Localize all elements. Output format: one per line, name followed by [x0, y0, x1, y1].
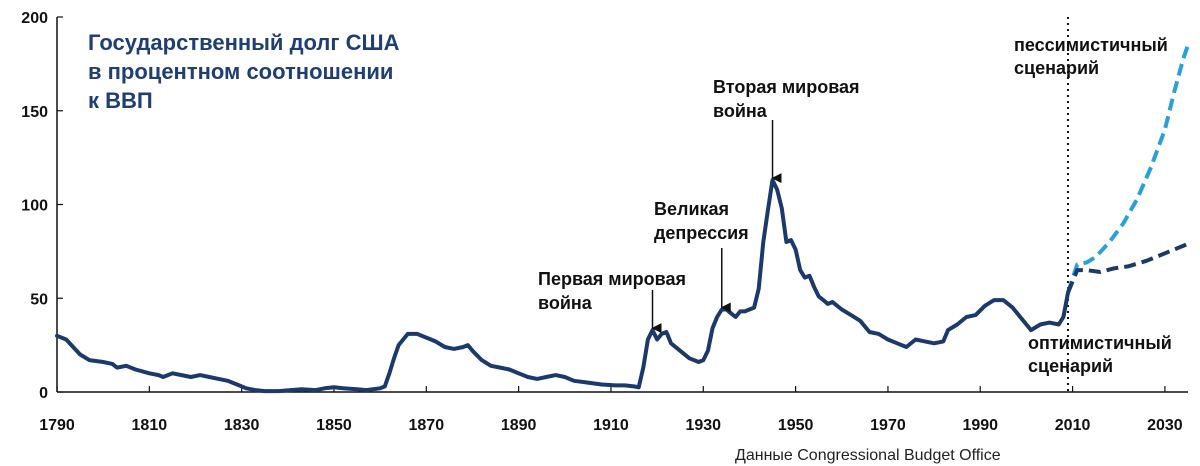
annotation-label: Великая: [654, 199, 729, 219]
annotation-label: Вторая мировая: [713, 77, 860, 97]
chart-title-line: в процентном соотношении: [88, 59, 393, 84]
y-tick-label: 150: [21, 104, 48, 121]
y-tick-label: 0: [39, 385, 48, 402]
x-tick-label: 1930: [685, 417, 721, 434]
x-tick-label: 1950: [778, 417, 814, 434]
x-tick-label: 1850: [316, 417, 352, 434]
series-line-1: [1066, 44, 1190, 294]
x-tick-label: 2010: [1055, 417, 1091, 434]
series-group: [55, 44, 1190, 394]
y-tick-label: 200: [21, 10, 48, 27]
optimistic-label: оптимистичный: [1028, 333, 1172, 353]
source-note: Данные Congressional Budget Office: [735, 447, 1001, 464]
x-tick-label: 1890: [501, 417, 537, 434]
chart-title-line: Государственный долг США: [88, 30, 400, 55]
x-tick-label: 1990: [962, 417, 998, 434]
x-tick-label: 1970: [870, 417, 906, 434]
series-line-2: [1066, 242, 1189, 294]
x-tick-label: 1790: [39, 417, 75, 434]
x-tick-label: 2030: [1147, 417, 1183, 434]
annotation-label: Первая мировая: [538, 269, 686, 289]
annotation-label: война: [538, 293, 593, 313]
x-tick-label: 1830: [224, 417, 260, 434]
pessimistic-label: сценарий: [1014, 58, 1099, 78]
axes: 0 50 100 150 200 1790 1810 1830 1850 1870 1890 1910…: [21, 10, 1188, 434]
optimistic-label: сценарий: [1028, 356, 1113, 376]
annotation-label: депрессия: [654, 223, 749, 243]
x-tick-label: 1910: [593, 417, 629, 434]
annotation-label: война: [713, 101, 768, 121]
chart-title: Государственный долг США в процентном соо…: [88, 30, 400, 113]
annotations: Первая мировая война Великая депрессия Втора…: [538, 35, 1172, 376]
x-tick-label: 1810: [132, 417, 168, 434]
chart-title-line: к ВВП: [88, 88, 153, 113]
x-tick-label: 1870: [409, 417, 445, 434]
pessimistic-label: пессимистичный: [1014, 35, 1168, 55]
y-tick-label: 50: [30, 291, 48, 308]
y-tick-label: 100: [21, 198, 48, 215]
series-line-0: [55, 178, 1070, 394]
